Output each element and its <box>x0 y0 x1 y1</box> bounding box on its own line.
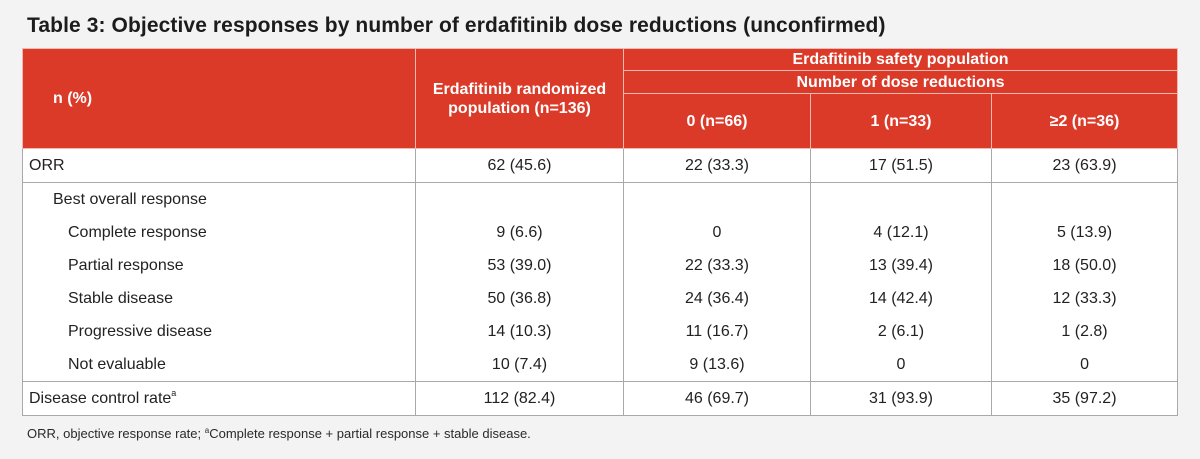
footnote-marker: a <box>204 426 210 435</box>
header-row-label: n (%) <box>22 48 416 149</box>
cell-randomized <box>415 182 624 216</box>
cell-randomized: 50 (36.8) <box>415 282 624 315</box>
header-dose-1: 1 (n=33) <box>810 93 992 149</box>
row-label: ORR <box>22 148 416 183</box>
cell-dose-0: 22 (33.3) <box>623 148 811 183</box>
cell-randomized: 9 (6.6) <box>415 216 624 249</box>
table-footnote: ORR, objective response rate; aComplete … <box>27 426 531 441</box>
table-row-disease-control-rate: Disease control ratea 112 (82.4) 46 (69.… <box>22 381 1179 416</box>
cell-randomized: 112 (82.4) <box>415 381 624 416</box>
response-table: n (%) Erdafitinib randomized population … <box>22 48 1179 416</box>
cell-randomized: 14 (10.3) <box>415 315 624 348</box>
footnote-text: Complete response + partial response + s… <box>209 426 531 441</box>
table-row-not-evaluable: Not evaluable 10 (7.4) 9 (13.6) 0 0 <box>22 348 1179 382</box>
cell-dose-1: 2 (6.1) <box>810 315 992 348</box>
table-row-complete-response: Complete response 9 (6.6) 0 4 (12.1) 5 (… <box>22 216 1179 249</box>
cell-dose-1: 0 <box>810 348 992 382</box>
cell-dose-1: 4 (12.1) <box>810 216 992 249</box>
cell-dose-1: 17 (51.5) <box>810 148 992 183</box>
footnote-text: ORR, objective response rate; <box>27 426 205 441</box>
cell-dose-2plus: 12 (33.3) <box>990 282 1179 315</box>
table-row-progressive-disease: Progressive disease 14 (10.3) 11 (16.7) … <box>22 315 1179 348</box>
row-label: Best overall response <box>22 182 416 216</box>
cell-dose-2plus: 5 (13.9) <box>990 216 1179 249</box>
cell-dose-2plus: 35 (97.2) <box>990 381 1179 416</box>
row-label: Complete response <box>22 216 416 249</box>
row-label-cell: Disease control ratea <box>22 381 416 416</box>
table-title: Table 3: Objective responses by number o… <box>27 14 886 37</box>
cell-dose-0: 11 (16.7) <box>623 315 811 348</box>
header-dose-reductions: Number of dose reductions <box>622 70 1179 94</box>
cell-dose-0: 0 <box>623 216 811 249</box>
cell-dose-0 <box>623 182 811 216</box>
row-label: Not evaluable <box>22 348 416 382</box>
cell-dose-1: 13 (39.4) <box>810 249 992 282</box>
cell-randomized: 53 (39.0) <box>415 249 624 282</box>
row-label: Stable disease <box>22 282 416 315</box>
cell-dose-2plus: 1 (2.8) <box>990 315 1179 348</box>
cell-dose-2plus: 0 <box>990 348 1179 382</box>
cell-dose-2plus <box>990 182 1179 216</box>
row-label: Disease control rate <box>29 389 172 407</box>
cell-dose-1: 14 (42.4) <box>810 282 992 315</box>
cell-dose-0: 22 (33.3) <box>623 249 811 282</box>
header-dose-0: 0 (n=66) <box>623 93 811 149</box>
cell-dose-1 <box>810 182 992 216</box>
cell-dose-0: 24 (36.4) <box>623 282 811 315</box>
header-dose-2plus: ≥2 (n=36) <box>990 93 1179 149</box>
row-label: Partial response <box>22 249 416 282</box>
cell-dose-0: 46 (69.7) <box>623 381 811 416</box>
cell-dose-0: 9 (13.6) <box>623 348 811 382</box>
header-safety-population: Erdafitinib safety population <box>622 48 1179 71</box>
row-label: Progressive disease <box>22 315 416 348</box>
cell-dose-2plus: 18 (50.0) <box>990 249 1179 282</box>
table-row-partial-response: Partial response 53 (39.0) 22 (33.3) 13 … <box>22 249 1179 282</box>
cell-randomized: 10 (7.4) <box>415 348 624 382</box>
table-row-orr: ORR 62 (45.6) 22 (33.3) 17 (51.5) 23 (63… <box>22 148 1179 183</box>
cell-dose-1: 31 (93.9) <box>810 381 992 416</box>
footnote-marker: a <box>171 387 177 398</box>
table-row-best-overall-response: Best overall response <box>22 182 1179 216</box>
header-randomized-population: Erdafitinib randomized population (n=136… <box>415 48 624 149</box>
table-row-stable-disease: Stable disease 50 (36.8) 24 (36.4) 14 (4… <box>22 282 1179 315</box>
cell-dose-2plus: 23 (63.9) <box>990 148 1179 183</box>
cell-randomized: 62 (45.6) <box>415 148 624 183</box>
